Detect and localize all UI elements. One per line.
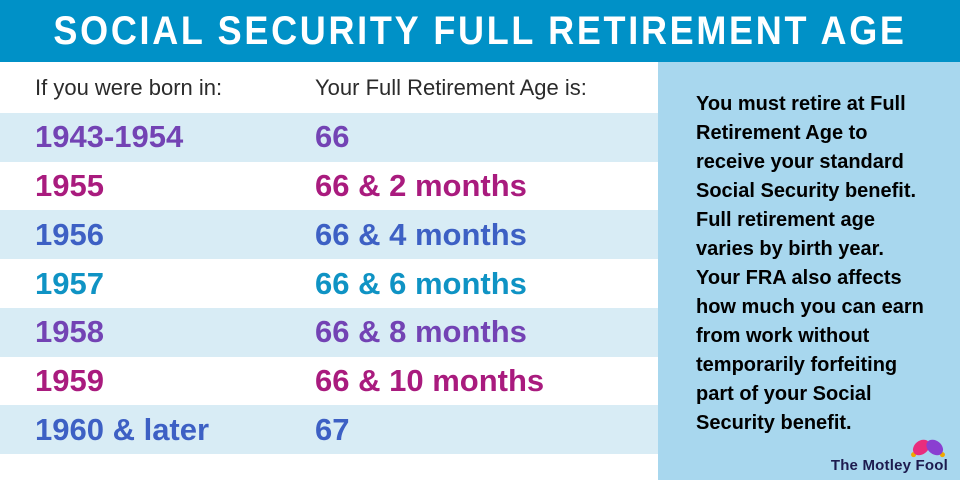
- age-cell: 66 & 10 months: [315, 362, 545, 398]
- born-cell: 1959: [35, 362, 104, 398]
- table-rows: 1943-1954 66 1955 66 & 2 months 1956 66 …: [0, 113, 658, 455]
- explanation-sidebar: You must retire at Full Retirement Age to…: [658, 62, 960, 480]
- brand-name: The Motley Fool: [830, 457, 948, 474]
- explanation-line: Security benefit.: [696, 412, 852, 434]
- born-cell: 1960 & later: [35, 411, 210, 447]
- title-bar: SOCIAL SECURITY FULL RETIREMENT AGE: [0, 0, 960, 62]
- table-row: 1956 66 & 4 months: [0, 210, 658, 260]
- branding: The Motley Fool: [831, 434, 948, 474]
- explanation-line: from work without: [696, 325, 870, 347]
- table-row: 1960 & later 67: [0, 405, 658, 455]
- born-cell: 1957: [35, 265, 104, 301]
- column-header-born: If you were born in:: [35, 74, 223, 100]
- explanation-line: Full retirement age: [696, 209, 875, 231]
- born-cell: 1958: [35, 314, 104, 350]
- explanation-line: temporarily forfeiting: [696, 354, 898, 376]
- explanation-line: Your FRA also affects: [696, 267, 902, 289]
- table-column-headers: If you were born in: Your Full Retiremen…: [0, 62, 658, 113]
- explanation-line: how much you can earn: [696, 296, 924, 318]
- retirement-age-table: If you were born in: Your Full Retiremen…: [0, 62, 658, 480]
- born-cell: 1956: [35, 216, 104, 252]
- age-cell: 67: [315, 411, 350, 447]
- explanation-line: Retirement Age to: [696, 122, 868, 144]
- age-cell: 66 & 6 months: [315, 265, 527, 301]
- table-row: 1955 66 & 2 months: [0, 162, 658, 211]
- table-row: 1943-1954 66: [0, 113, 658, 162]
- explanation-line: You must retire at Full: [696, 93, 906, 115]
- age-cell: 66 & 8 months: [315, 314, 527, 350]
- born-cell: 1955: [35, 168, 104, 204]
- age-cell: 66 & 4 months: [315, 216, 527, 252]
- column-header-age: Your Full Retirement Age is:: [315, 74, 587, 100]
- explanation-text: You must retire at Full Retirement Age to…: [696, 90, 948, 438]
- age-cell: 66 & 2 months: [315, 168, 527, 204]
- page-title: SOCIAL SECURITY FULL RETIREMENT AGE: [53, 8, 907, 53]
- born-cell: 1943-1954: [35, 119, 184, 155]
- table-row: 1958 66 & 8 months: [0, 307, 658, 357]
- explanation-line: Social Security benefit.: [696, 180, 917, 202]
- table-row: 1957 66 & 6 months: [0, 259, 658, 308]
- jester-hat-icon: [911, 439, 945, 458]
- age-cell: 66: [315, 119, 350, 155]
- explanation-line: receive your standard: [696, 151, 904, 173]
- explanation-line: varies by birth year.: [696, 238, 884, 260]
- table-row: 1959 66 & 10 months: [0, 357, 658, 406]
- explanation-line: part of your Social: [696, 383, 872, 405]
